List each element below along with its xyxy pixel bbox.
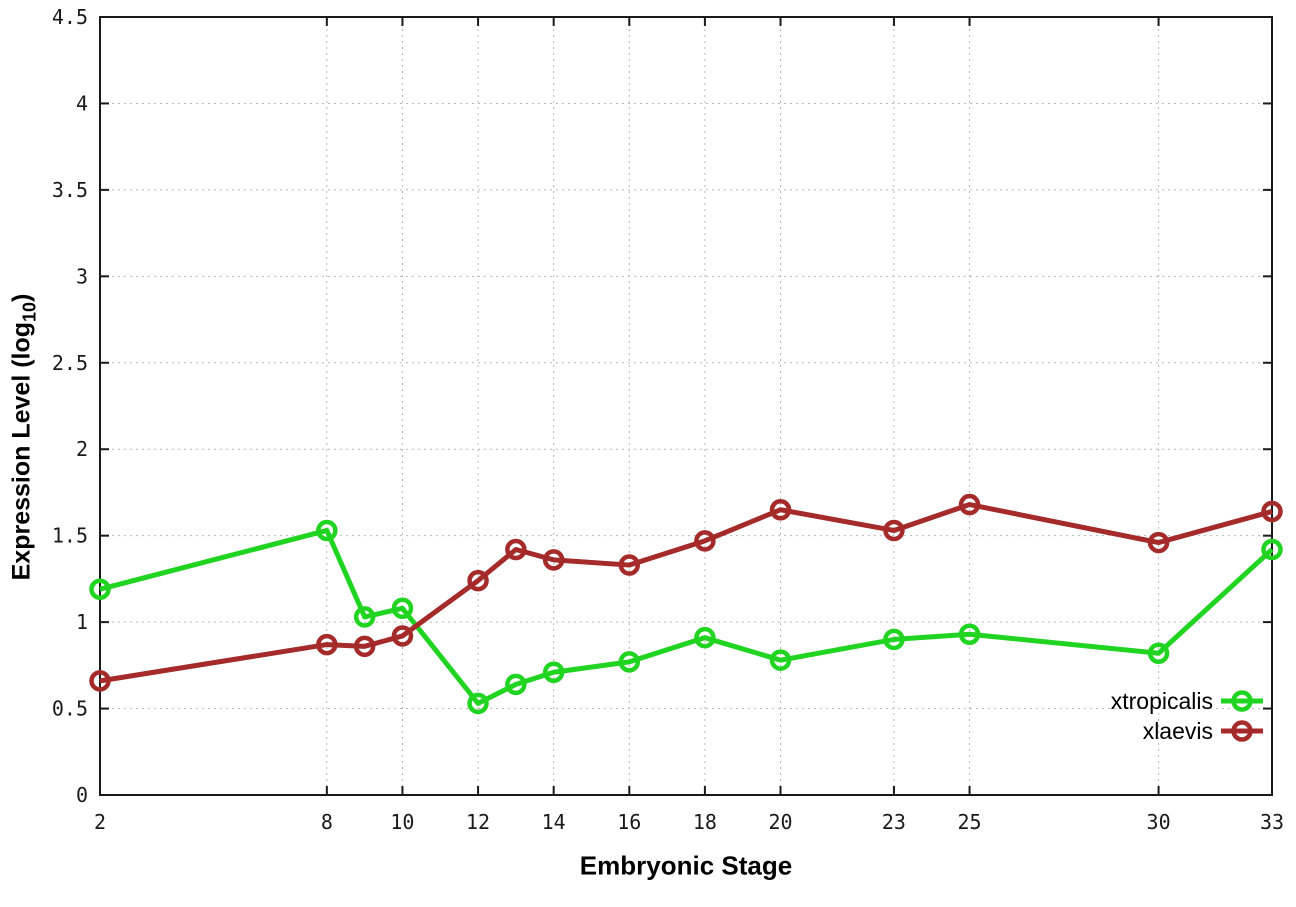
data-point-xlaevis — [89, 670, 111, 692]
x-tick-label: 2 — [94, 810, 106, 834]
data-point-xlaevis — [391, 625, 414, 647]
legend-label-xlaevis: xlaevis — [1142, 718, 1213, 744]
y-axis-title-text: Expression Level (log — [7, 321, 36, 581]
plot-border — [99, 16, 1273, 796]
x-tick-label: 18 — [693, 810, 717, 834]
x-tick-label: 16 — [617, 810, 641, 834]
x-tick-label: 10 — [390, 810, 414, 834]
y-axis-title-close: ) — [7, 293, 36, 302]
y-tick-label: 1 — [76, 610, 88, 634]
x-tick-label: 20 — [768, 810, 792, 834]
y-tick-label: 1.5 — [52, 524, 88, 548]
data-point-xlaevis — [694, 530, 716, 552]
data-point-xlaevis — [467, 569, 489, 592]
x-axis-title: Embryonic Stage — [579, 850, 793, 881]
data-point-xtropicalis — [958, 623, 981, 645]
x-tick-label: 23 — [882, 810, 906, 834]
data-point-xlaevis — [542, 549, 565, 571]
data-point-xlaevis — [1261, 500, 1283, 523]
x-tick-label: 12 — [466, 810, 490, 834]
data-point-xtropicalis — [391, 597, 414, 620]
data-point-xtropicalis — [618, 651, 641, 673]
data-point-xlaevis — [769, 498, 792, 521]
y-axis-title: Expression Level (log10) — [8, 294, 41, 581]
legend-sample-marker-xlaevis — [1231, 720, 1253, 742]
y-tick-label: 4 — [76, 91, 88, 115]
data-point-xlaevis — [1147, 531, 1170, 554]
data-point-xtropicalis — [353, 606, 376, 628]
x-tick-label: 8 — [321, 810, 333, 834]
series-line-xlaevis — [99, 502, 1273, 684]
y-tick-label: 4.5 — [52, 5, 88, 29]
x-tick-label: 25 — [958, 810, 982, 834]
data-point-xlaevis — [958, 493, 981, 516]
legend-sample-marker-xtropicalis — [1231, 690, 1253, 712]
y-tick-label: 0 — [76, 783, 88, 807]
series-line-xtropicalis — [99, 527, 1274, 706]
y-tick-label: 2.5 — [52, 351, 88, 375]
data-point-xlaevis — [618, 554, 641, 576]
data-point-xtropicalis — [467, 692, 489, 715]
y-tick-label: 3.5 — [52, 178, 88, 202]
x-tick-label: 30 — [1147, 810, 1171, 834]
y-axis-title-subscript: 10 — [19, 301, 40, 322]
data-point-xlaevis — [883, 519, 905, 542]
data-point-xtropicalis — [89, 578, 111, 601]
data-point-xtropicalis — [883, 628, 905, 651]
data-point-xtropicalis — [1261, 538, 1283, 561]
data-point-xtropicalis — [505, 673, 527, 696]
x-tick-label: 33 — [1260, 810, 1284, 834]
x-tick-label: 14 — [542, 810, 566, 834]
data-point-xlaevis — [353, 635, 376, 658]
y-tick-label: 3 — [76, 264, 88, 288]
legend-label-xtropicalis: xtropicalis — [1110, 688, 1213, 714]
data-point-xtropicalis — [542, 661, 565, 683]
data-point-xlaevis — [505, 538, 527, 561]
data-point-xtropicalis — [316, 519, 338, 542]
data-point-xtropicalis — [1147, 642, 1170, 664]
data-point-xtropicalis — [769, 649, 792, 671]
y-tick-label: 2 — [76, 437, 88, 461]
data-point-xtropicalis — [694, 626, 716, 649]
legend: xtropicalis xlaevis — [1111, 686, 1213, 746]
data-point-xlaevis — [316, 633, 338, 656]
y-tick-label: 0.5 — [52, 697, 88, 721]
